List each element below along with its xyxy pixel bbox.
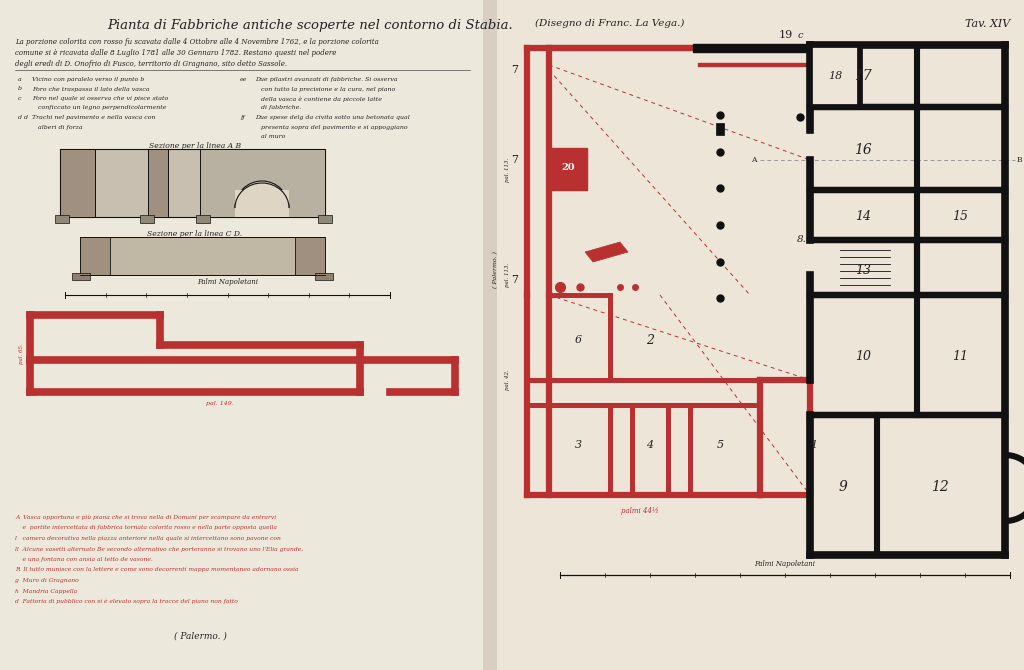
- Text: alberi di forza: alberi di forza: [32, 125, 83, 129]
- Text: 7: 7: [511, 275, 518, 285]
- Text: 17: 17: [854, 69, 871, 83]
- Text: 2: 2: [646, 334, 654, 346]
- Text: conficcato un legno perpendicolarmente: conficcato un legno perpendicolarmente: [32, 105, 167, 111]
- Text: 7: 7: [511, 65, 518, 75]
- Text: Due spese delg da civita sotto una betonata qual: Due spese delg da civita sotto una beton…: [255, 115, 410, 120]
- Text: 9: 9: [839, 480, 848, 494]
- Wedge shape: [234, 181, 289, 208]
- Text: della vasca è contiene da piccole latte: della vasca è contiene da piccole latte: [255, 96, 382, 101]
- Text: Trachi nel pavimento e nella vasca con: Trachi nel pavimento e nella vasca con: [32, 115, 156, 120]
- Text: Foro che traspassa il lato della vasca: Foro che traspassa il lato della vasca: [32, 86, 150, 92]
- Text: ll  Alcune vasetti alternato Be secondo alternativo che porteranno si trovano un: ll Alcune vasetti alternato Be secondo a…: [15, 547, 303, 551]
- Text: 1: 1: [810, 440, 817, 450]
- Bar: [549, 148, 587, 190]
- Text: pal. 65.: pal. 65.: [19, 344, 25, 364]
- Text: 13: 13: [855, 263, 871, 277]
- Text: Sezione per la linea A B: Sezione per la linea A B: [148, 142, 241, 150]
- Text: 5: 5: [717, 440, 724, 450]
- Text: Sezione per la linea C D.: Sezione per la linea C D.: [147, 230, 243, 238]
- Text: La porzione colorita con rosso fu scavata dalle 4 Ottobre alle 4 Novembre 1762, : La porzione colorita con rosso fu scavat…: [15, 38, 379, 46]
- Text: 19: 19: [778, 30, 793, 40]
- Text: 12: 12: [931, 480, 949, 494]
- Bar: [693, 44, 810, 52]
- Bar: [80, 237, 325, 275]
- Text: 20: 20: [561, 163, 574, 172]
- Text: c: c: [18, 96, 22, 101]
- Bar: [315, 273, 333, 280]
- Text: al muro: al muro: [255, 134, 286, 139]
- Text: 15: 15: [952, 210, 968, 224]
- Bar: [716, 123, 724, 135]
- Text: h  Mandria Cappella: h Mandria Cappella: [15, 588, 77, 594]
- Text: ff: ff: [240, 115, 245, 120]
- Bar: [810, 45, 860, 107]
- Text: 10: 10: [855, 350, 871, 364]
- Text: 18: 18: [827, 71, 842, 81]
- Text: comune si è ricavata dalle 8 Luglio 1781 alle 30 Gennaro 1782. Restano questi ne: comune si è ricavata dalle 8 Luglio 1781…: [15, 49, 336, 57]
- Polygon shape: [585, 242, 628, 262]
- Bar: [80, 237, 110, 275]
- Bar: [140, 215, 154, 223]
- Bar: [72, 273, 90, 280]
- Text: 7: 7: [511, 155, 518, 165]
- Text: b: b: [18, 86, 22, 92]
- Text: pal. 149.: pal. 149.: [206, 401, 233, 406]
- Text: R  Il tutto munisce con la lettere e come sono decorrenti mappa momentaneo adorn: R Il tutto munisce con la lettere e come…: [15, 567, 299, 572]
- Bar: [196, 215, 210, 223]
- Text: c: c: [798, 31, 804, 40]
- Bar: [295, 237, 325, 275]
- Text: pal. 113.: pal. 113.: [505, 158, 510, 182]
- Text: A  Vasca opportuna e più piana che si trova nella di Domani per scampare da entr: A Vasca opportuna e più piana che si tro…: [15, 515, 276, 521]
- Text: d d: d d: [18, 115, 28, 120]
- Text: B: B: [1017, 156, 1023, 164]
- Text: d  Fattoria di pubblico con si è elevato sopra la tracce del piano non fatto: d Fattoria di pubblico con si è elevato …: [15, 599, 238, 604]
- Text: Pianta di Fabbriche antiche scoperte nel contorno di Stabia.: Pianta di Fabbriche antiche scoperte nel…: [108, 19, 513, 32]
- Text: Tav. XIV: Tav. XIV: [965, 19, 1010, 29]
- Text: e una fontana con ansia al tetto de vasone.: e una fontana con ansia al tetto de vaso…: [15, 557, 153, 562]
- Text: palmi 44½: palmi 44½: [622, 507, 658, 515]
- Bar: [490, 0, 1024, 670]
- Text: Due pilastri avanzati di fabbriche. Si osserva: Due pilastri avanzati di fabbriche. Si o…: [255, 77, 397, 82]
- Text: degli eredi di D. Onofrio di Fusco, territorio di Gragnano, sito detto Sassole.: degli eredi di D. Onofrio di Fusco, terr…: [15, 60, 287, 68]
- Text: 16: 16: [854, 143, 871, 157]
- Text: 11: 11: [952, 350, 968, 364]
- Text: presenta sopra del pavimento e si appoggiano: presenta sopra del pavimento e si appogg…: [255, 125, 408, 129]
- Text: 4: 4: [646, 440, 653, 450]
- Text: Foro nel quale si osserva che vi pisce stato: Foro nel quale si osserva che vi pisce s…: [32, 96, 168, 101]
- Text: Vicino con paralelo verso il punto b: Vicino con paralelo verso il punto b: [32, 77, 144, 82]
- Text: e  partite intercettata di fabbrica tornata colorita rosso e nella parte opposta: e partite intercettata di fabbrica torna…: [15, 525, 278, 531]
- Text: Palmi Napoletani: Palmi Napoletani: [198, 278, 258, 286]
- Text: A: A: [752, 156, 757, 164]
- Bar: [60, 149, 325, 217]
- Text: ( Palermo. ): ( Palermo. ): [494, 251, 499, 289]
- Bar: [234, 190, 289, 217]
- Text: di fabbriche.: di fabbriche.: [255, 105, 301, 111]
- Bar: [55, 215, 69, 223]
- Text: 8.: 8.: [797, 235, 807, 245]
- Text: pal. 42.: pal. 42.: [505, 370, 510, 391]
- Bar: [0, 0, 490, 670]
- Text: Palmi Napoletani: Palmi Napoletani: [755, 560, 815, 568]
- Text: a: a: [18, 77, 22, 82]
- Bar: [483, 0, 497, 670]
- Bar: [200, 149, 325, 217]
- Text: l   camera decorativa nella piazza anteriore nella quale si intercettano sono pa: l camera decorativa nella piazza anterio…: [15, 536, 281, 541]
- Bar: [318, 215, 332, 223]
- Text: 3: 3: [574, 440, 582, 450]
- Bar: [60, 149, 95, 217]
- Text: con tutto la precisione e la cura, nel piano: con tutto la precisione e la cura, nel p…: [255, 86, 395, 92]
- Text: (Disegno di Franc. La Vega.): (Disegno di Franc. La Vega.): [536, 19, 685, 28]
- Text: ( Palermo. ): ( Palermo. ): [173, 632, 226, 641]
- Text: pal. 113.: pal. 113.: [505, 263, 510, 287]
- Text: g  Muro di Gragnano: g Muro di Gragnano: [15, 578, 79, 583]
- Text: 14: 14: [855, 210, 871, 224]
- Bar: [148, 149, 168, 217]
- Text: ee: ee: [240, 77, 248, 82]
- Text: 6: 6: [574, 335, 582, 345]
